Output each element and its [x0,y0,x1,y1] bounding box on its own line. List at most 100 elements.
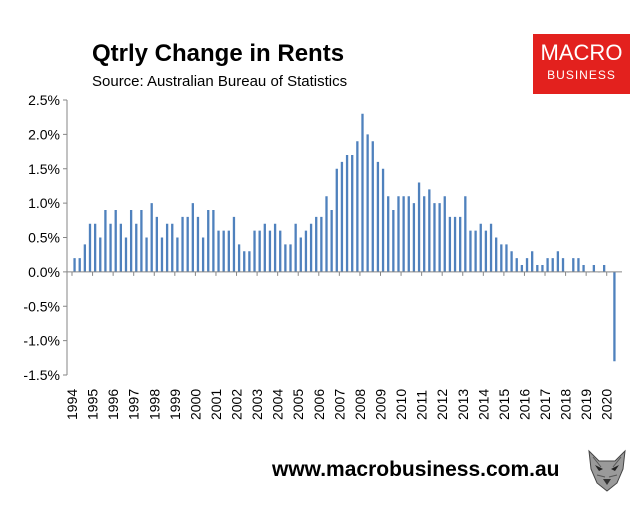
chart-bar [222,230,225,272]
chart-bar [88,223,92,272]
chart-bar [469,230,472,272]
chart-bar [546,258,549,272]
chart-bar [165,223,169,272]
chart-bar [135,223,138,272]
chart-bar [93,223,97,272]
chart-bar [387,196,390,272]
chart-bar [263,223,266,272]
chart-bar [572,258,575,272]
x-tick-label: 1995 [85,389,101,420]
macrobusiness-logo: MACRO BUSINESS [533,34,630,94]
chart-bar [474,230,477,272]
chart-bar [505,244,508,272]
y-tick-label: 0.5% [28,230,60,246]
chart-title: Qtrly Change in Rents [92,40,345,67]
chart-bar [577,258,580,272]
y-tick-label: -1.5% [23,367,60,383]
logo-text-macro: MACRO [540,40,623,65]
chart-bar [541,265,544,272]
chart-bar [556,251,560,272]
chart-bar [104,210,107,272]
x-tick-label: 2015 [496,389,512,420]
chart-bar [592,265,596,272]
chart-bar [217,230,220,272]
chart-bar [78,258,81,272]
x-tick-label: 2020 [599,389,615,420]
chart-bar [500,244,503,272]
chart-bar [376,161,380,272]
x-tick-label: 2018 [558,389,574,420]
x-tick-label: 2008 [352,389,368,420]
y-tick-labels: 2.5% 2.0% 1.5% 1.0% 0.5% 0.0% -0.5% -1.0% -1.5% [23,92,60,383]
chart-subtitle: Source: Australian Bureau of Statistics [92,73,348,90]
chart-bar [119,223,122,272]
chart-bar [495,237,498,272]
chart-bar [392,210,395,272]
chart-bar [561,258,565,272]
chart-bar [464,196,467,272]
chart-bar [510,251,513,272]
x-tick-label: 2004 [270,389,286,420]
chart-bar [366,134,369,272]
chart-bar [381,168,385,272]
x-tick-label: 2003 [249,389,265,420]
chart-bar [201,237,205,272]
chart-bar [129,210,133,272]
chart-bar [99,237,102,272]
x-tick-label: 2001 [208,389,224,420]
y-tick-label: -1.0% [23,333,60,349]
x-tick-label: 2012 [434,389,450,420]
chart-bar [525,258,529,272]
chart-bar [489,223,493,272]
chart-bar [423,196,426,272]
chart-bar [237,244,241,272]
chart-bar [479,223,482,272]
chart-bar [176,237,179,272]
chart-bar [171,223,174,272]
chart-bar [191,203,194,272]
chart-bar [155,216,158,272]
chart-bar [602,265,606,272]
x-tick-label: 2007 [331,389,347,420]
chart-bar [248,251,251,272]
chart-bar [145,237,148,272]
chart-bar [345,155,349,272]
y-tick-label: 1.5% [28,161,60,177]
chart-bar [150,203,153,272]
chart-bar [412,203,416,272]
x-tick-label: 2006 [311,389,327,420]
y-tick-label: 1.0% [28,195,60,211]
chart-bar [340,161,344,272]
x-tick-label: 1999 [167,389,183,420]
x-tick-label: 2000 [187,389,203,420]
chart-bar [140,210,143,272]
chart-bar [268,230,272,272]
x-tick-label: 2019 [578,389,594,420]
chart-bar [484,230,488,272]
chart-bar [284,244,287,272]
y-tick-label: 0.0% [28,264,60,280]
chart-bar [124,237,128,272]
chart-bar [196,216,200,272]
chart-bar [459,216,462,272]
chart-bar [325,196,328,272]
chart-bar [417,182,421,272]
chart-bar [320,216,323,272]
chart-bar [309,223,313,272]
chart-bar [299,237,302,272]
chart-bar [212,210,215,272]
chart-bar [304,230,308,272]
y-tick-label: 2.5% [28,92,60,108]
chart-bar [520,265,524,272]
chart-bar [253,230,256,272]
chart-bar [227,230,230,272]
chart-bar [361,113,364,272]
chart-bar [582,265,585,272]
x-tick-label: 1996 [105,389,121,420]
chart-bar [330,210,333,272]
x-tick-labels: 1994 1995 1996 1997 1998 1999 2000 2001 2002 2003… [64,389,615,420]
x-tick-label: 2011 [414,390,430,420]
chart-bar [371,141,374,272]
chart-bar [273,223,277,272]
wolf-icon [583,447,631,493]
